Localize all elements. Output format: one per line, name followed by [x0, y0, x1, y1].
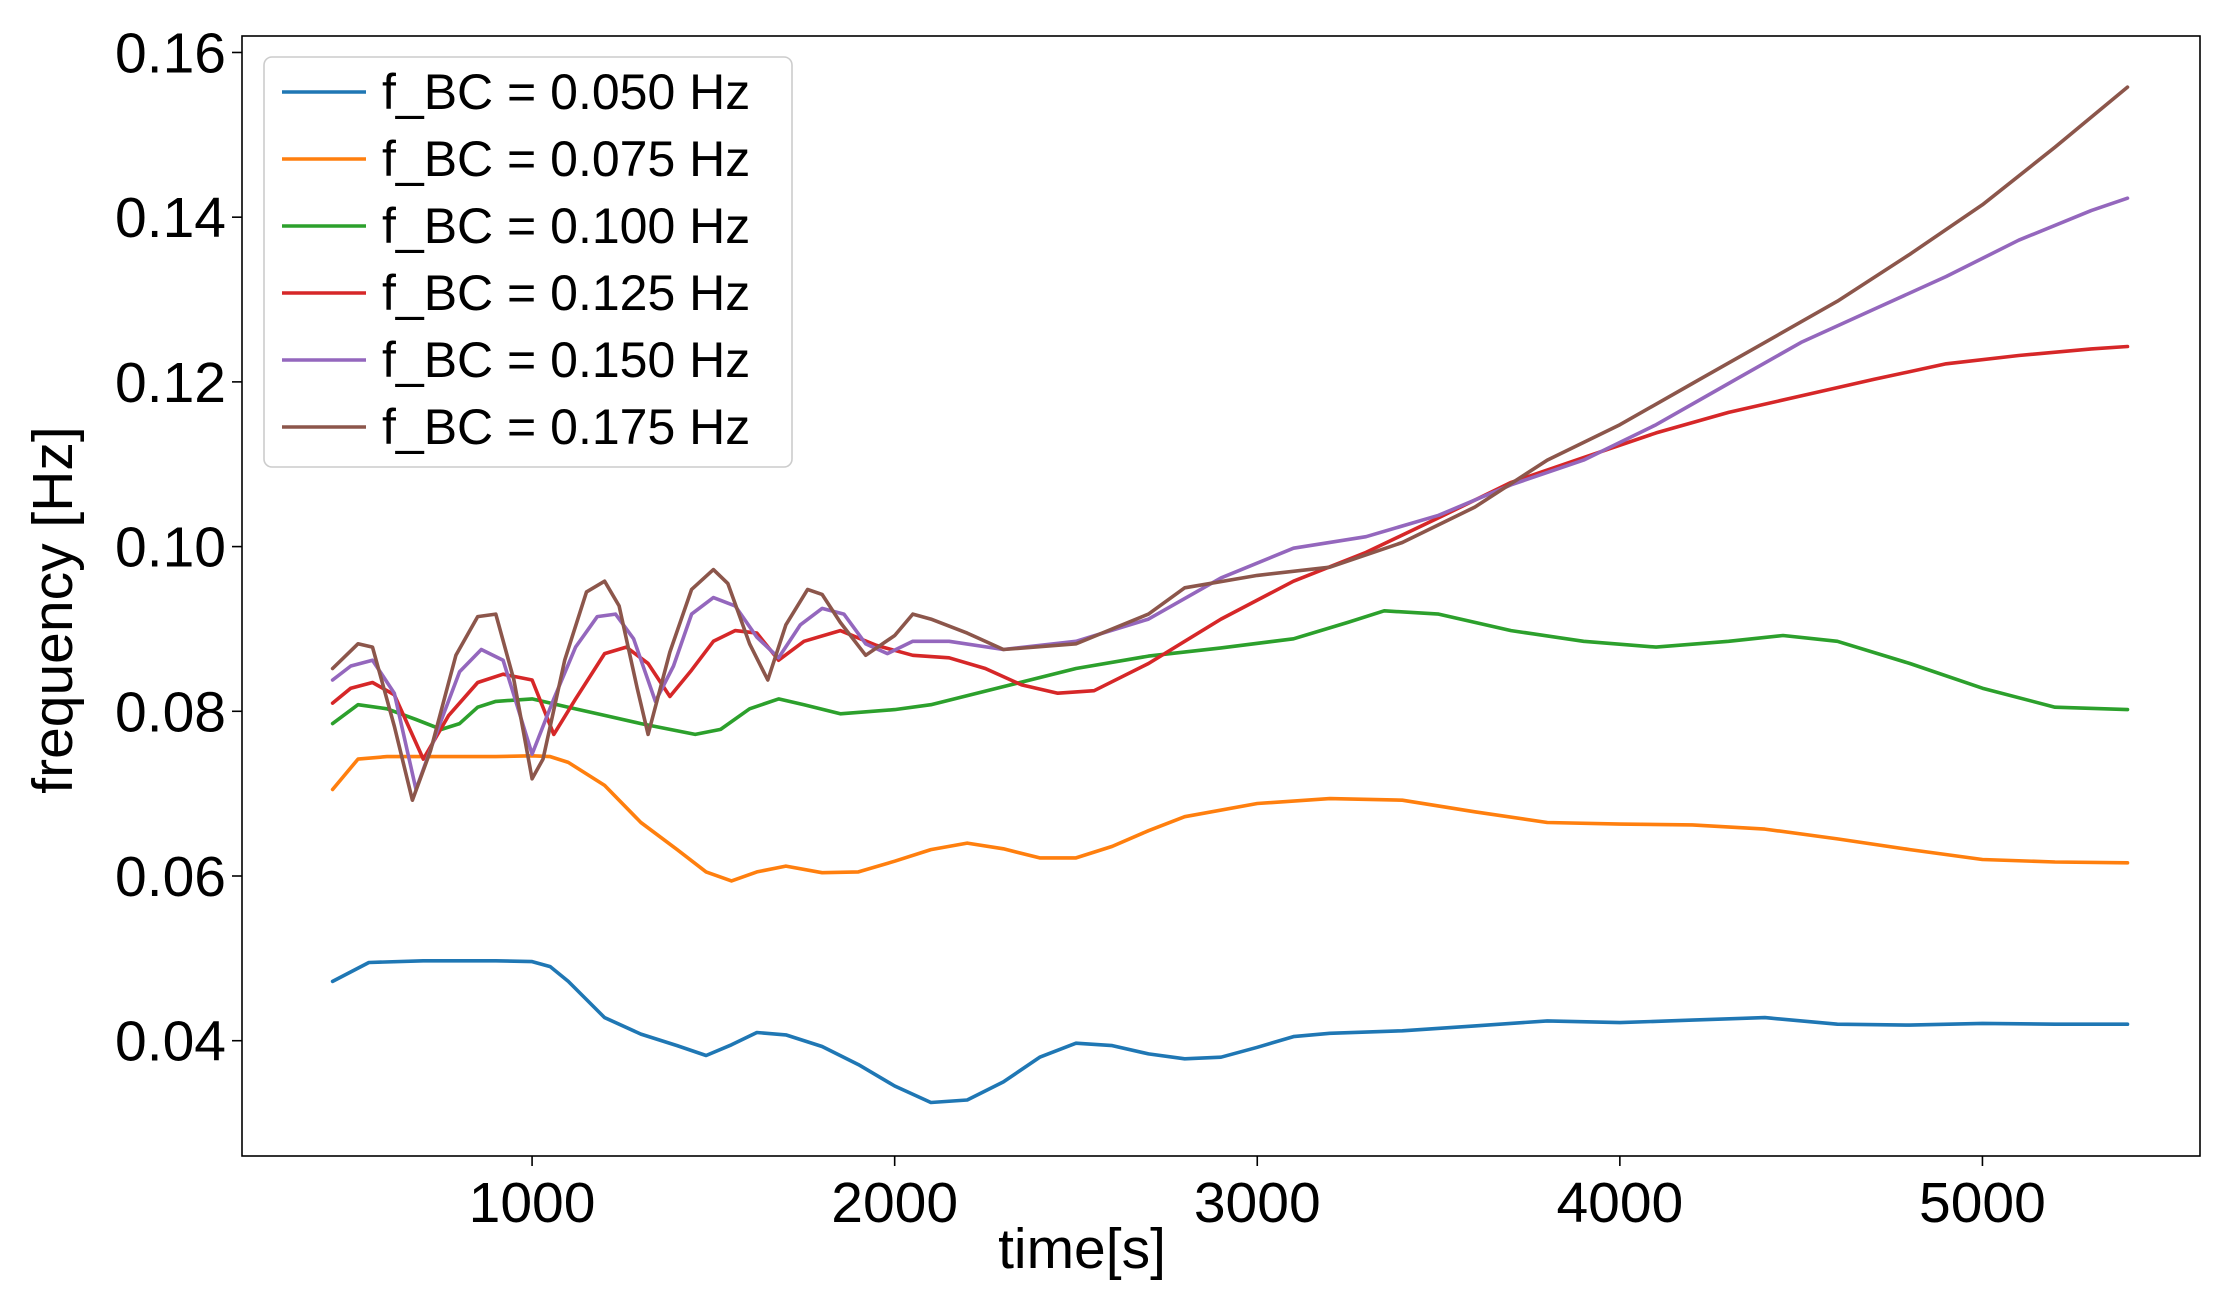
y-tick-label: 0.08 [115, 680, 226, 744]
y-tick-label: 0.04 [115, 1010, 226, 1074]
x-tick-label: 3000 [1194, 1171, 1321, 1235]
legend-label-2: f_BC = 0.100 Hz [382, 198, 750, 254]
series-line-1 [330, 753, 2130, 883]
plot-area-frame [241, 35, 2201, 1157]
x-tick-label: 1000 [469, 1171, 596, 1235]
series-line-2 [330, 608, 2130, 737]
series-line-0 [330, 958, 2130, 1105]
legend-label-1: f_BC = 0.075 Hz [382, 131, 750, 187]
y-axis-title: frequency [Hz] [21, 426, 85, 794]
y-tick-label: 0.16 [115, 21, 226, 85]
y-tick-label: 0.10 [115, 516, 226, 580]
legend-label-0: f_BC = 0.050 Hz [382, 64, 750, 120]
y-tick-label: 0.12 [115, 351, 226, 415]
x-axis-ticks: 1000 2000 3000 4000 5000 [469, 1156, 2046, 1235]
series-line-5 [330, 85, 2130, 803]
legend-label-3: f_BC = 0.125 Hz [382, 265, 750, 321]
legend-frame [263, 56, 793, 468]
y-tick-label: 0.14 [115, 186, 226, 250]
y-tick-label: 0.06 [115, 845, 226, 909]
legend-label-4: f_BC = 0.150 Hz [382, 332, 750, 388]
x-axis-title: time[s] [998, 1217, 1166, 1281]
x-tick-label: 5000 [1919, 1171, 2046, 1235]
series-line-4 [330, 196, 2130, 792]
legend-label-5: f_BC = 0.175 Hz [382, 399, 750, 455]
legend: f_BC = 0.050 Hz f_BC = 0.075 Hz f_BC = 0.1… [263, 56, 793, 468]
y-axis-ticks: 0.04 0.06 0.08 0.10 0.12 0.14 0.16 [115, 21, 242, 1074]
x-tick-label: 2000 [831, 1171, 958, 1235]
x-tick-label: 4000 [1556, 1171, 1683, 1235]
series-layer [330, 85, 2130, 1105]
